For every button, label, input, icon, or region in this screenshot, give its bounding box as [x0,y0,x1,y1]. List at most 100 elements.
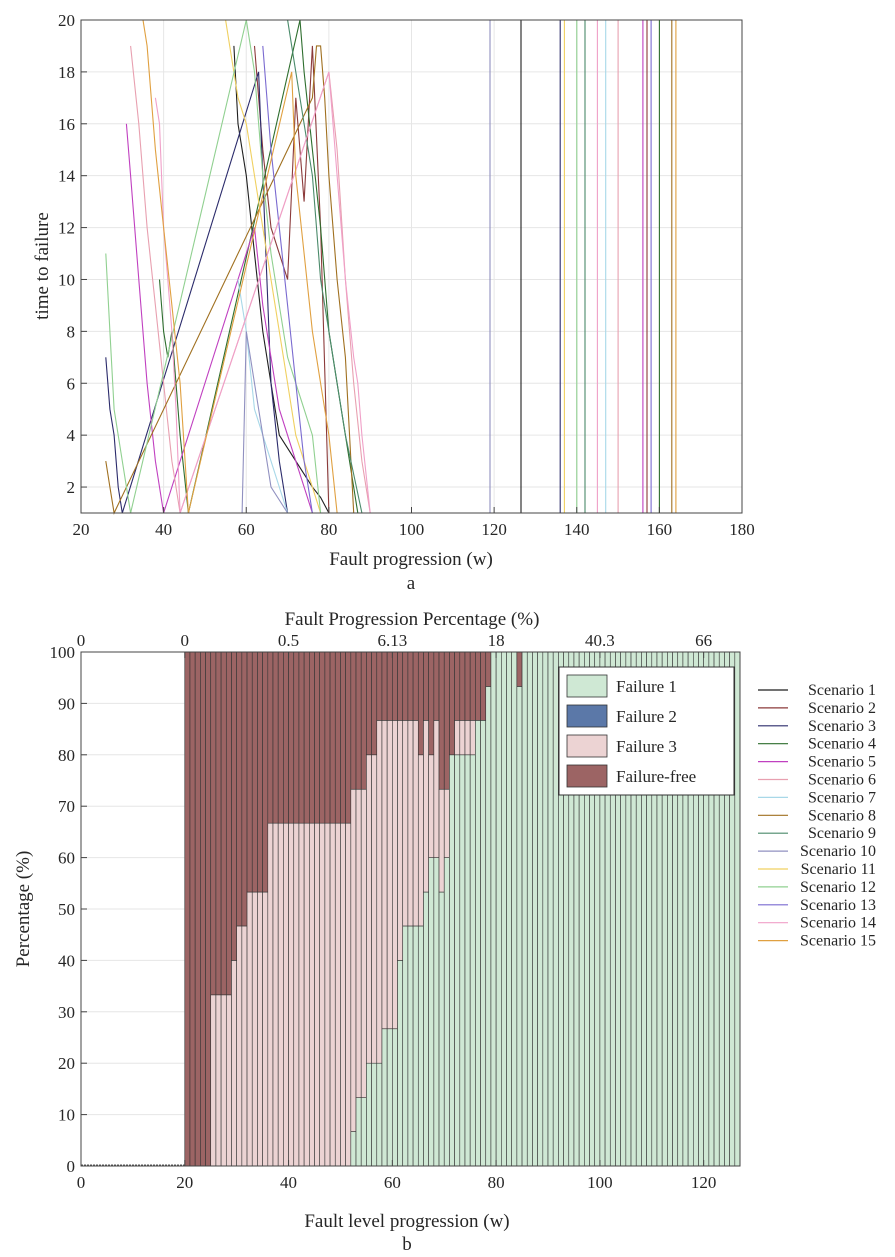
panel-b-bar-failure-3 [309,822,315,1167]
panel-b-y-tick-label: 40 [58,951,75,970]
panel-b-bar-failure-3 [366,754,372,1064]
panel-b-bar-failure-1 [542,651,549,1167]
panel-a-series-line-12 [105,19,578,514]
panel-b-y-tick-label: 20 [58,1054,75,1073]
panel-b-x-tick-label: 120 [691,1173,717,1192]
scenario-legend-label: Scenario 14 [800,915,876,932]
panel-b-bar-failure-3 [469,720,476,756]
panel-b-bar-failure-3 [428,754,435,858]
panel-b-bar-failure-3 [283,822,289,1167]
panel-b-bar-failure-free [194,651,201,1167]
panel-b-bar-failure-3 [246,891,253,1167]
panel-a-y-tick-label: 8 [67,322,76,341]
scenario-legend-label: Scenario 1 [808,682,876,699]
panel-b-bar-failure-3 [314,822,320,1167]
panel-b-bar-failure-1 [438,891,445,1167]
scenario-legend-label: Scenario 6 [808,772,876,789]
panel-b-bar-failure-free [210,651,217,996]
panel-b-bar-failure-1 [433,857,440,1167]
panel-b-y-ticks: 0 10 20 30 40 50 60 70 80 90 100 [50,643,87,1176]
panel-b-bar-failure-1 [734,651,741,1167]
panel-b-legend-label: Failure 2 [616,707,677,726]
panel-b-top-tick-label: 0 [181,631,190,650]
panel-b-x-axis-label: Fault level progression (w) [304,1211,509,1232]
panel-b-bar-failure-free [272,651,279,824]
panel-b-x-tick-label: 0 [77,1173,86,1192]
panel-a-series-line-15 [142,19,677,514]
panel-b-bar-failure-3 [459,720,466,756]
panel-b-y-tick-label: 60 [58,849,75,868]
scenario-legend-label: Scenario 3 [808,718,876,735]
panel-a-x-tick-label: 140 [564,520,590,539]
panel-b-bar-failure-1 [355,1097,362,1167]
panel-b-y-tick-label: 90 [58,694,75,713]
panel-b-bar-failure-free [454,651,461,721]
panel-b-bar-failure-1 [537,651,544,1167]
panel-b-y-tick-label: 30 [58,1003,75,1022]
panel-b-bar-failure-free [205,651,212,1167]
panel-b-bar-failure-1 [386,1028,393,1167]
panel-b-x-ticks: 0 20 40 60 80 100 120 [77,1160,717,1192]
panel-b-bar-failure-free [345,651,352,824]
panel-b-bar-failure-1 [381,1028,388,1167]
panel-b-bar-failure-free [236,651,243,927]
panel-b-y-axis-label: Percentage (%) [13,851,34,968]
panel-b-bar-failure-3 [231,960,237,1167]
panel-b-top-axis-label: Fault Progression Percentage (%) [285,609,540,630]
panel-b-bar-failure-1 [443,857,450,1167]
panel-a-y-tick-label: 4 [67,426,76,445]
panel-b-bar-failure-free [329,651,336,824]
panel-b-y-tick-label: 10 [58,1106,75,1125]
panel-b-bar-failure-1 [366,1062,372,1167]
panel-b-bar-failure-1 [360,1097,367,1167]
panel-b-bar-failure-free [433,651,440,721]
panel-b-x-tick-label: 20 [176,1173,193,1192]
panel-b-bar-failure-3 [443,788,450,858]
panel-b-bar-failure-3 [251,891,258,1167]
panel-b-bar-failure-free [438,651,445,790]
panel-b-legend-swatch [566,674,608,698]
panel-a-y-ticks: 2 4 6 8 10 12 14 16 18 20 [58,11,87,497]
panel-b-bar-failure-1 [552,651,559,1167]
panel-b-bar-failure-free [303,651,310,824]
panel-b-bar-failure-3 [334,822,341,1167]
panel-b-top-tick-label: 6.13 [377,631,407,650]
panel-a-y-tick-label: 10 [58,270,75,289]
panel-b-bar-failure-3 [220,994,227,1167]
panel-a-x-tick-label: 180 [729,520,755,539]
panel-a-y-tick-label: 18 [58,63,75,82]
panel-b-bar-failure-1 [506,651,512,1167]
panel-b-x-tick-label: 80 [488,1173,505,1192]
panel-b-bar-failure-free [360,651,367,790]
panel-b-bar-failure-3 [423,720,429,893]
scenario-legend-label: Scenario 5 [808,754,876,771]
panel-b-bar-failure-3 [319,822,326,1167]
panel-b-bar-failure-free [355,651,362,790]
panel-b-bar-failure-1 [392,1028,398,1167]
panel-b-bar-failure-free [340,651,346,824]
panel-b-bar-failure-free [443,651,450,790]
panel-b-bar-failure-free [397,651,404,721]
panel-b-bar-failure-1 [402,925,409,1167]
panel-b-bar-failure-3 [433,720,440,858]
panel-b-bar-failure-free [516,651,523,687]
panel-a-x-tick-label: 80 [320,520,337,539]
panel-b-letter: b [402,1234,412,1255]
panel-b-bar-failure-free [423,651,429,721]
panel-b-x-tick-label: 100 [587,1173,613,1192]
panel-b-legend-label: Failure 1 [616,677,677,696]
panel-b-bar-failure-1 [480,720,487,1167]
panel-b-bar-failure-3 [397,720,404,961]
scenario-legend-label: Scenario 10 [800,843,876,860]
panel-b-bar-failure-free [262,651,269,893]
panel-b-bar-failure-1 [412,925,419,1167]
panel-b-bar-failure-free [257,651,263,893]
panel-b-bar-failure-1 [516,686,523,1167]
panel-b-bar-failure-free [298,651,305,824]
scenario-legend-label: Scenario 4 [808,736,876,753]
panel-b-bar-failure-free [469,651,476,721]
panel-a-x-tick-label: 20 [73,520,90,539]
panel-b-bar-failure-3 [355,788,362,1098]
